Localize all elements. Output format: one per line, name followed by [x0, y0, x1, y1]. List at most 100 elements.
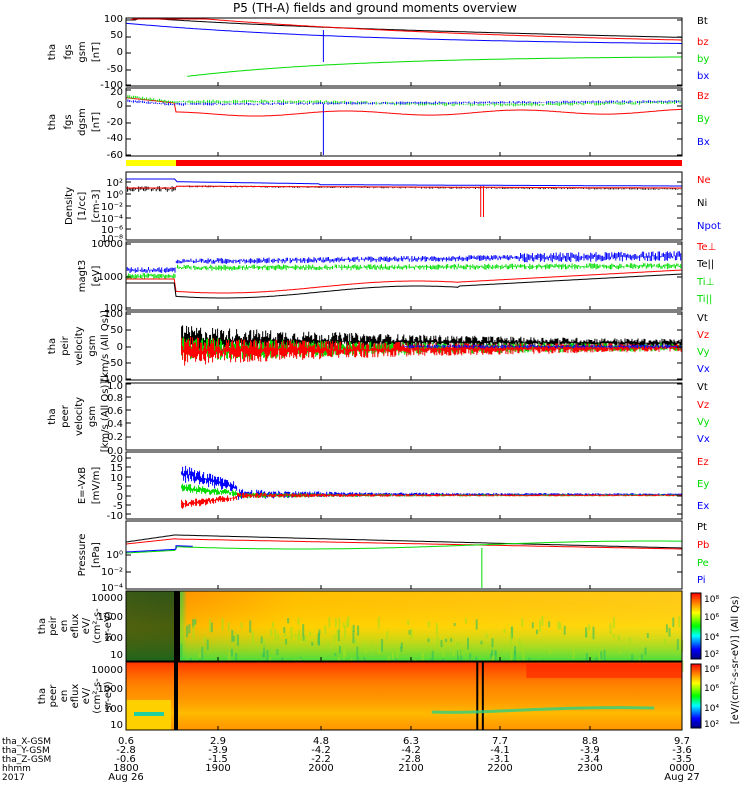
peir-texture — [338, 617, 341, 631]
ylabel-line: peer — [48, 684, 59, 708]
series-Ti-perp — [125, 251, 683, 273]
peir-texture — [289, 646, 292, 652]
peer-colorbar — [690, 663, 702, 729]
ylabel-line: [nT] — [91, 42, 102, 62]
xrow-value: 9.7 — [674, 736, 690, 747]
peir-texture — [644, 647, 647, 656]
peir-texture — [640, 654, 643, 661]
xrow-value: -4.2 — [401, 745, 421, 756]
peir-texture — [539, 619, 541, 632]
ytick-label: -60 — [107, 150, 123, 161]
ytick-label: 10 — [110, 720, 123, 731]
colorbar-tick: 10² — [704, 650, 719, 660]
ylabel-line: en — [59, 690, 70, 703]
peir-texture — [230, 648, 233, 657]
peir-texture — [603, 649, 606, 661]
peir-texture — [302, 624, 305, 636]
xrow-value: 2200 — [487, 763, 512, 774]
ytick-label: 10⁻⁴ — [101, 214, 123, 225]
peir-texture — [469, 653, 472, 663]
peir-texture — [572, 647, 575, 659]
peir-texture — [442, 645, 445, 657]
peir-texture — [631, 654, 634, 663]
ytick-label: 10000 — [91, 593, 123, 604]
legend-Npot: Npot — [697, 221, 721, 232]
ytick-label: 10⁰ — [106, 190, 123, 201]
legend-By: By — [697, 114, 710, 125]
peir-texture — [297, 617, 300, 625]
peir-texture — [548, 646, 551, 655]
legend-Ti⊥: Ti⊥ — [696, 277, 714, 288]
ylabel-line: (cm²-s- — [92, 608, 103, 644]
peir-texture — [262, 653, 265, 658]
peir-texture — [612, 634, 615, 638]
peir-texture — [381, 639, 384, 652]
peer-dark-stripe — [174, 662, 178, 730]
peir-texture — [285, 639, 288, 645]
peir-texture — [531, 622, 534, 629]
peir-texture — [352, 624, 355, 632]
legend-Vy: Vy — [697, 347, 710, 358]
xrow-value: Aug 26 — [108, 772, 143, 783]
peir-texture — [334, 652, 337, 656]
peir-texture — [263, 644, 266, 658]
ytick-label: -50 — [107, 358, 123, 369]
peir-texture — [494, 650, 497, 656]
ylabel-line: [nT] — [91, 112, 102, 132]
xrow-value: Aug 27 — [664, 772, 699, 783]
xrow-value: -3.9 — [208, 745, 228, 756]
peir-texture — [357, 625, 360, 636]
ylabel-line: [km/s (All Qs)] — [100, 310, 111, 382]
ylabel-line: gsm — [87, 335, 98, 356]
ytick-label: -10 — [107, 511, 123, 522]
ytick-label: 100 — [104, 14, 123, 25]
peir-texture — [672, 617, 675, 628]
peir-texture — [347, 616, 350, 628]
xrow-value: -2.2 — [311, 754, 331, 765]
peir-texture — [301, 636, 304, 641]
ytick-label: 10000 — [91, 665, 123, 676]
ytick-label: 15 — [110, 463, 123, 474]
panel-frame-peir-velocity — [125, 311, 683, 381]
ylabel-line: [nPa] — [91, 542, 102, 568]
legend-Te||: Te|| — [696, 259, 714, 270]
peir-texture — [617, 635, 620, 642]
panel-frame-peir-spectrogram — [125, 590, 683, 662]
ytick-label: 100 — [104, 633, 123, 644]
xrow-value: -3.1 — [490, 754, 510, 765]
panel-frame-peer-velocity — [125, 382, 683, 451]
ylabel-line: magt3 — [77, 260, 88, 293]
peir-texture — [309, 631, 311, 637]
ylabel-line: [km/s (All Qs)] — [100, 381, 111, 453]
peir-texture — [491, 649, 493, 656]
xrow-value: 0.6 — [118, 736, 134, 747]
panel-frame-fgs-dgsm — [125, 87, 683, 157]
peir-texture — [188, 624, 191, 634]
ytick-label: 10⁻⁸ — [101, 234, 123, 245]
ytick-label: 0.8 — [107, 393, 123, 404]
colorbar-tick: 10⁴ — [704, 704, 719, 714]
ytick-label: 0.6 — [107, 406, 123, 417]
ylabel-line: gsm — [77, 41, 88, 62]
panel-frame-pressure — [125, 520, 683, 590]
panel-frame-efield — [125, 451, 683, 520]
ytick-label: 1000 — [98, 612, 123, 623]
peir-texture — [371, 641, 374, 652]
peir-texture — [277, 633, 280, 641]
peir-texture — [266, 649, 269, 661]
peir-texture — [612, 617, 615, 629]
peir-texture — [435, 622, 438, 635]
ytick-label: -50 — [107, 64, 123, 75]
ylabel-line: Pressure — [77, 534, 88, 577]
ylabel-line: peir — [60, 335, 71, 355]
peir-texture — [318, 629, 321, 635]
xrow-value: 8.8 — [582, 736, 598, 747]
peir-texture — [290, 626, 293, 640]
xrow-value: -2.8 — [401, 754, 421, 765]
ylabel-line: gsm — [87, 406, 98, 427]
peir-texture — [263, 639, 266, 649]
legend-Pt: Pt — [697, 522, 707, 533]
legend-Ey: Ey — [697, 479, 709, 490]
ylabel-line: en — [59, 620, 70, 633]
